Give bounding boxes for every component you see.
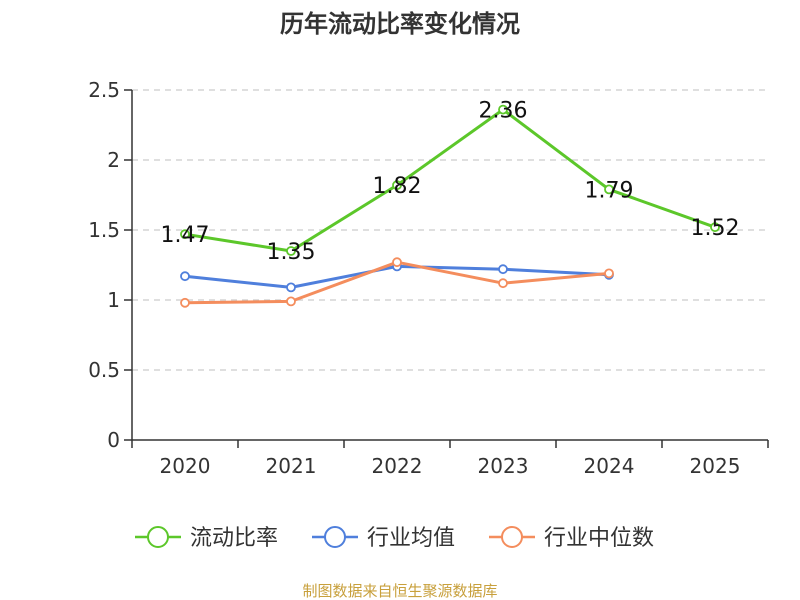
legend[interactable]: 流动比率 行业均值 行业中位数: [135, 526, 654, 551]
source-note: 制图数据来自恒生聚源数据库: [302, 582, 497, 600]
legend-item[interactable]: 流动比率: [135, 526, 278, 551]
series-line-0: [184, 108, 716, 253]
data-point: [498, 104, 508, 115]
y-tick-label: 0: [107, 428, 120, 452]
legend-marker: [501, 526, 523, 548]
y-tick-label: 1: [107, 288, 120, 312]
legend-marker: [147, 526, 169, 548]
data-point: [286, 296, 296, 307]
data-point: [604, 184, 614, 195]
data-point: [286, 246, 296, 256]
data-label: 1.52: [691, 216, 740, 241]
legend-marker: [324, 526, 346, 548]
legend-label: 行业均值: [367, 526, 455, 551]
grid-layer: [132, 89, 768, 371]
series-layer: [180, 104, 720, 308]
y-tick-label: 1.5: [88, 218, 120, 242]
data-point: [498, 278, 508, 289]
data-label: 2.36: [479, 99, 528, 124]
data-label: 1.47: [161, 223, 210, 248]
data-point: [710, 222, 720, 233]
data-point: [604, 268, 614, 279]
data-point: [392, 257, 402, 268]
y-tick-label: 2: [107, 148, 120, 172]
data-point: [180, 229, 190, 240]
legend-label: 行业中位数: [544, 526, 654, 551]
legend-label: 流动比率: [190, 526, 278, 551]
x-tick-label: 2020: [160, 454, 211, 478]
data-point: [180, 271, 190, 282]
data-label: 1.35: [267, 240, 316, 265]
x-tick-label: 2024: [584, 454, 635, 478]
data-point: [286, 282, 296, 293]
data-label: 1.82: [373, 174, 422, 199]
data-label: 1.79: [585, 178, 634, 203]
data-point: [498, 264, 508, 275]
legend-item[interactable]: 行业中位数: [489, 526, 654, 551]
x-tick-label: 2025: [690, 454, 741, 478]
x-tick-label: 2021: [266, 454, 317, 478]
x-tick-label: 2022: [372, 454, 423, 478]
y-tick-label: 0.5: [88, 358, 120, 382]
x-tick-label: 2023: [478, 454, 529, 478]
y-tick-label: 2.5: [88, 78, 120, 102]
chart-title: 历年流动比率变化情况: [280, 10, 520, 38]
legend-item[interactable]: 行业均值: [312, 526, 455, 551]
data-point: [392, 180, 402, 191]
data-point: [180, 297, 190, 308]
label-layer: 1.47 1.35 1.82 2.36 1.79 1.52: [161, 99, 740, 265]
